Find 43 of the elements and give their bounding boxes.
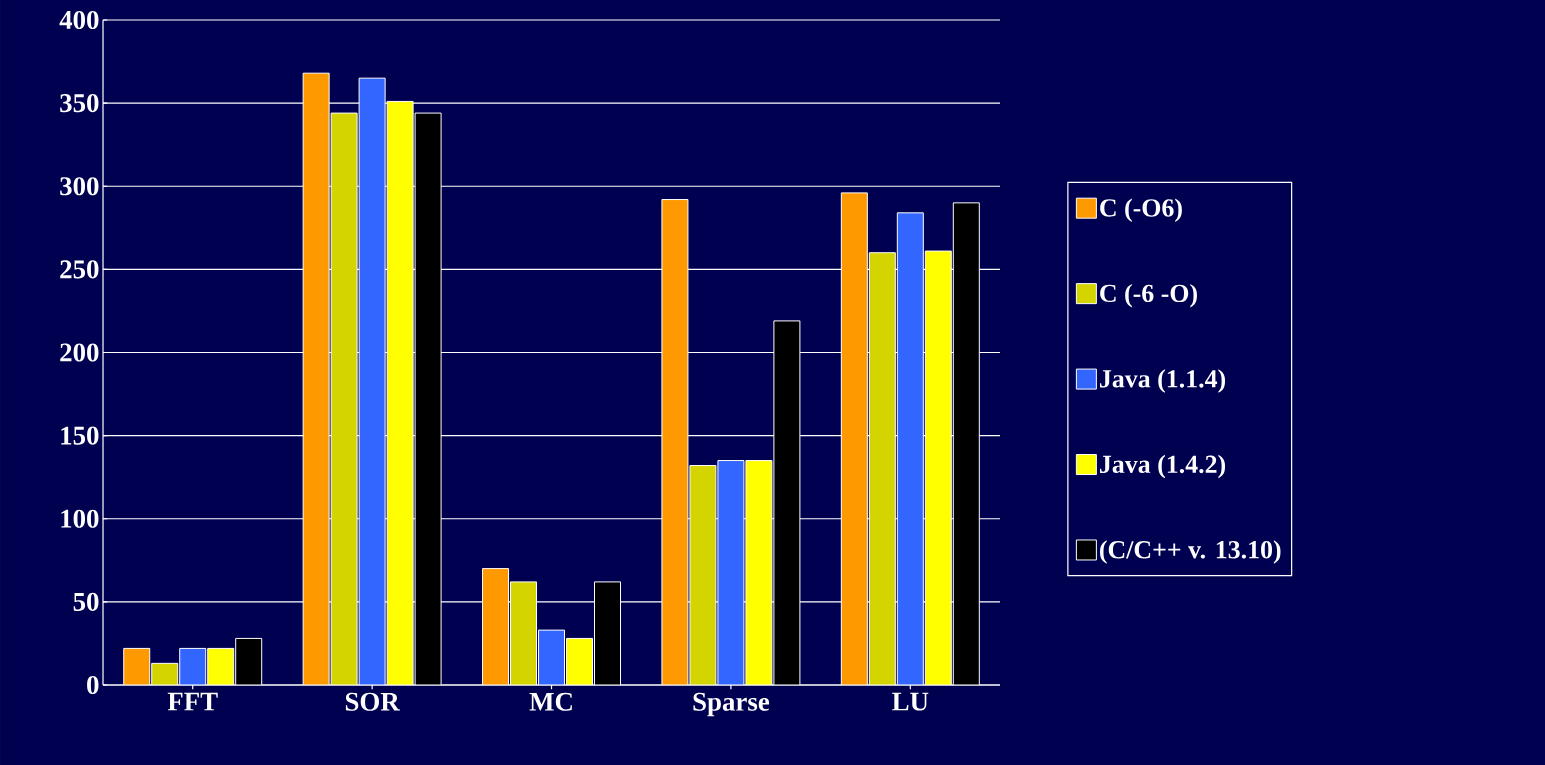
bar [235, 637, 263, 685]
bar [745, 460, 773, 685]
bar [179, 647, 207, 685]
y-tick-label: 100 [61, 509, 99, 528]
y-tick-label: 200 [60, 343, 99, 362]
bar [482, 568, 510, 685]
bar [689, 465, 717, 685]
legend-label: C (-6 -O) [1100, 283, 1197, 308]
bar [538, 629, 566, 685]
bar [358, 77, 386, 685]
bar [123, 647, 151, 685]
x-tick-label: SOR [345, 692, 401, 711]
bar [840, 192, 868, 685]
bar [386, 100, 414, 685]
bar [952, 202, 980, 685]
y-tick-label: 0 [87, 675, 99, 695]
y-tick-label: 300 [60, 177, 99, 196]
legend-label: Java (1.1.4) [1100, 369, 1226, 393]
y-tick-label: 350 [60, 94, 99, 113]
y-tick-label: 50 [73, 592, 99, 611]
bar [924, 250, 952, 685]
legend-label: Java (1.4.2) [1100, 454, 1226, 479]
x-tick-label: MC [529, 692, 572, 711]
bar [661, 199, 689, 685]
bar [773, 320, 801, 685]
bar [414, 112, 442, 685]
legend-label: (C/C++ v. 13.10) [1100, 540, 1281, 564]
bar [510, 581, 538, 685]
bar [717, 460, 745, 685]
bar [594, 581, 621, 685]
bar [566, 637, 594, 685]
x-tick-label: FFT [167, 692, 218, 711]
y-tick-label: 150 [61, 426, 99, 445]
bar [868, 252, 896, 685]
y-tick-label: 250 [60, 260, 99, 279]
x-tick-label: Sparse [693, 692, 770, 717]
legend-label: C (-O6) [1100, 198, 1182, 222]
bar [896, 212, 924, 685]
x-tick-label: LU [892, 692, 929, 711]
bar [207, 647, 235, 685]
bar [302, 72, 330, 685]
y-tick-label: 400 [59, 10, 99, 30]
bar [330, 112, 358, 685]
